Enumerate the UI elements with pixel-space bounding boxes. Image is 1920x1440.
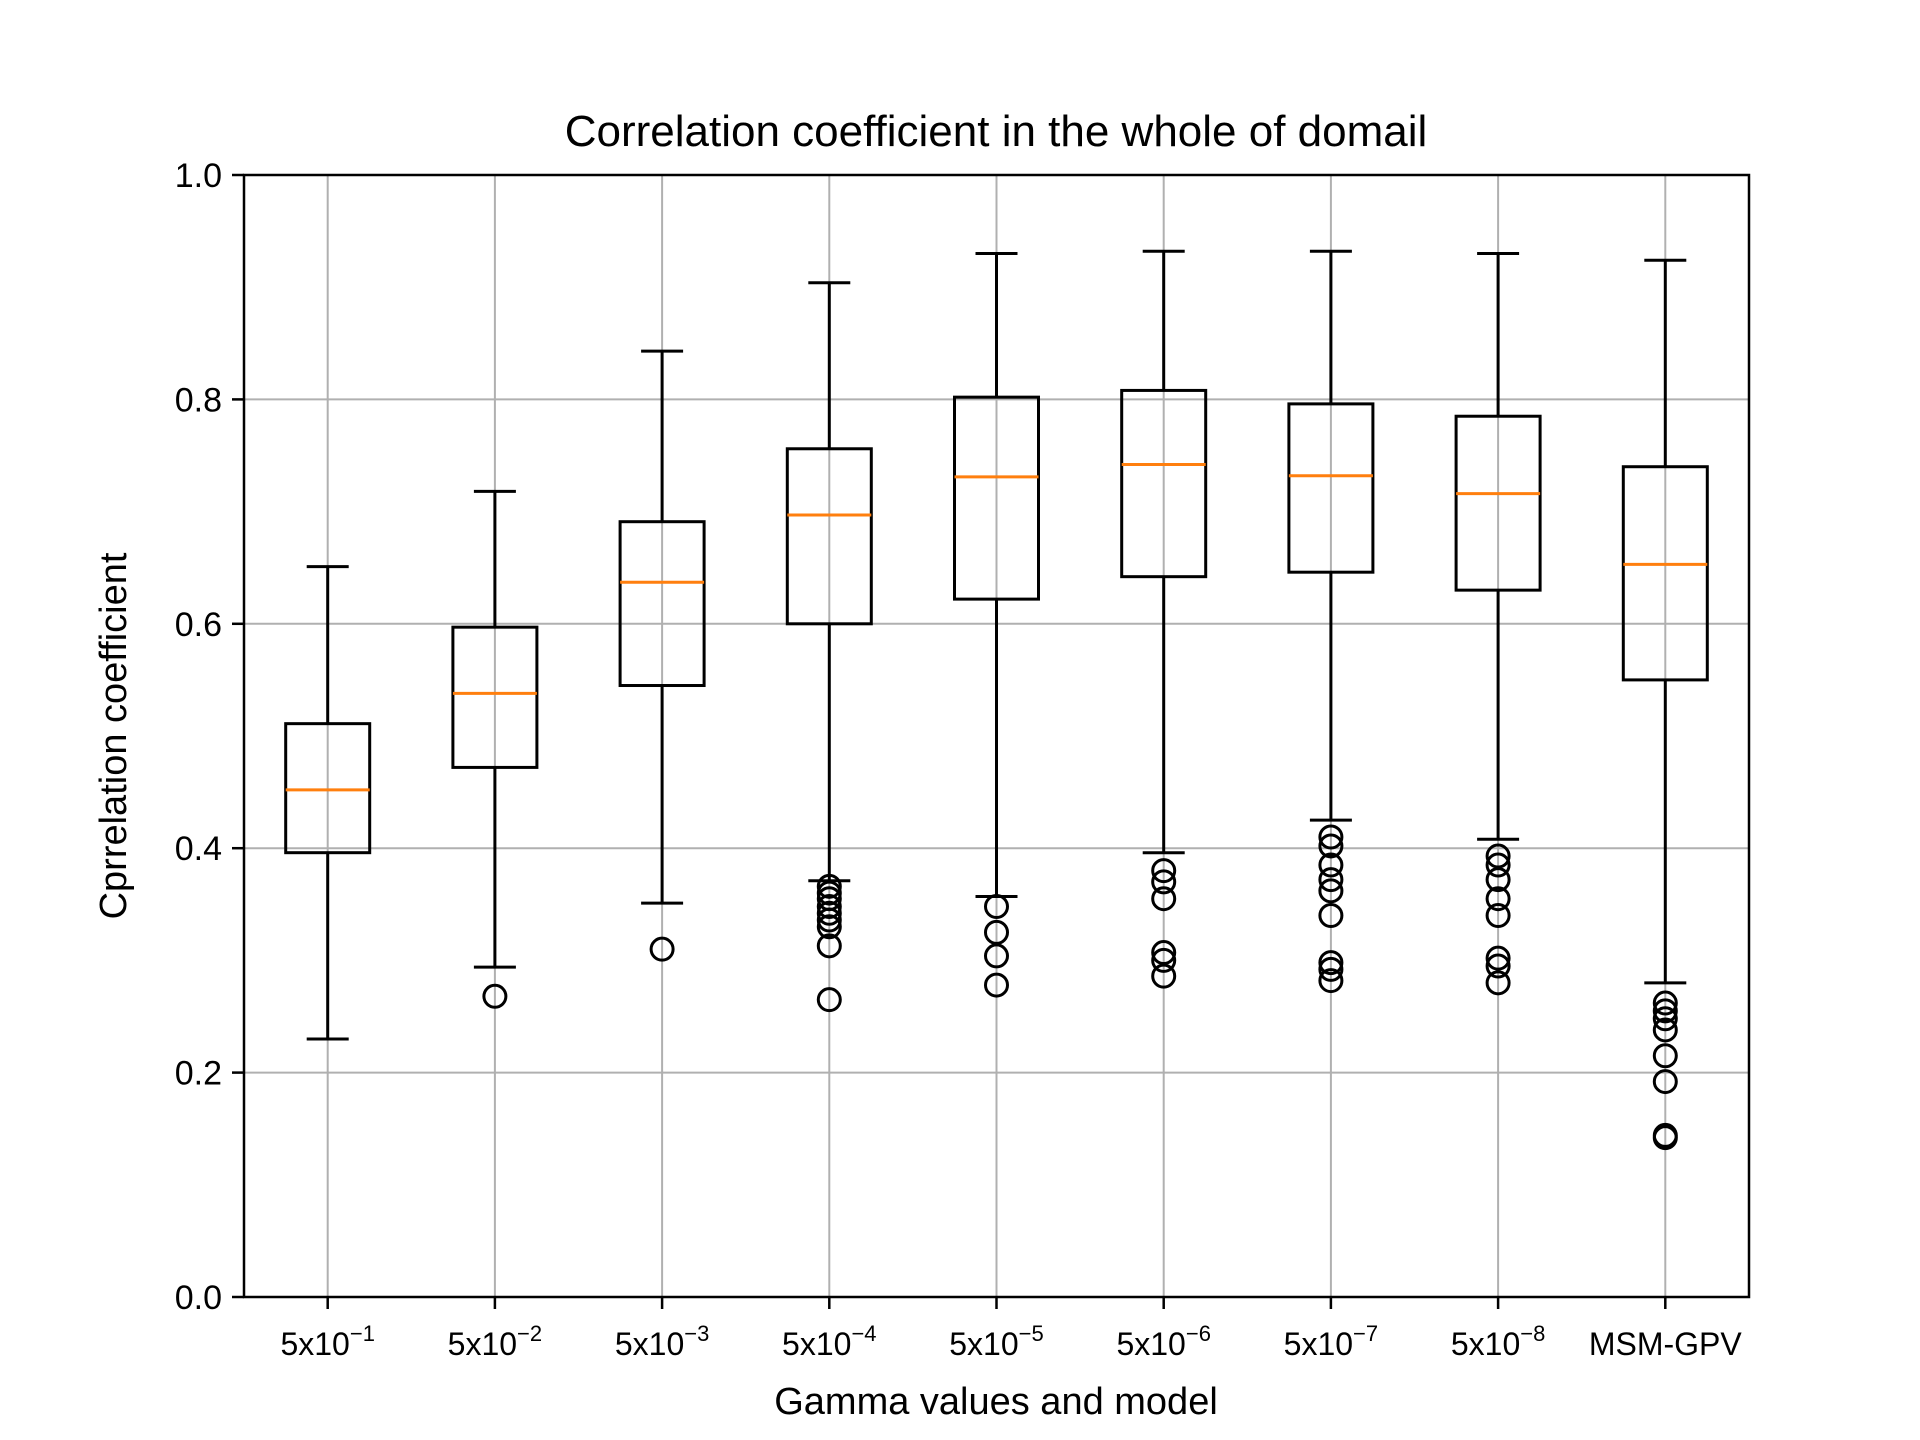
iqr-box <box>1621 465 1709 682</box>
chart-title: Correlation coefficient in the whole of … <box>565 107 1428 156</box>
y-tick-label: 1.0 <box>175 157 222 195</box>
x-tick-label: MSM-GPV <box>1589 1326 1743 1362</box>
x-tick-label: 5x10−8 <box>1451 1321 1545 1362</box>
outlier-point <box>816 933 842 959</box>
x-tick-label: 5x10−1 <box>280 1321 374 1362</box>
box-group <box>785 281 873 1013</box>
outlier-point <box>1318 950 1344 976</box>
y-tick-label: 0.8 <box>175 381 222 419</box>
outlier-point <box>1318 956 1344 982</box>
outlier-point <box>1652 990 1678 1016</box>
x-tick-label: 5x10−5 <box>949 1321 1043 1362</box>
outlier-point <box>1318 867 1344 893</box>
box-group <box>1287 249 1375 994</box>
outlier-point <box>1151 947 1177 973</box>
outlier-point <box>1485 886 1511 912</box>
outlier-point <box>1485 843 1511 869</box>
outlier-point <box>1485 852 1511 878</box>
box-group <box>618 349 706 962</box>
outlier-point <box>1318 903 1344 929</box>
outlier-point <box>1652 1006 1678 1032</box>
box-group <box>284 565 372 1041</box>
x-tick-label: 5x10−3 <box>615 1321 709 1362</box>
box-group <box>953 252 1040 998</box>
outlier-point <box>816 907 842 933</box>
tick-layer: 0.0 0.2 0.4 0.6 0.8 1.0 5x10−1 5x10−2 5x10−3 5x10… <box>175 157 1743 1362</box>
x-axis-label: Gamma values and model <box>774 1381 1218 1423</box>
outlier-point <box>1485 953 1511 979</box>
outlier-point <box>1652 1069 1678 1095</box>
box-group <box>1621 258 1709 1151</box>
outlier-point <box>984 943 1009 969</box>
outlier-point <box>816 873 842 899</box>
x-tick-label: 5x10−6 <box>1116 1321 1210 1362</box>
outlier-point <box>1485 903 1511 929</box>
outlier-point <box>816 900 842 926</box>
outlier-point <box>1151 940 1177 966</box>
outlier-point <box>984 972 1009 998</box>
iqr-box <box>785 447 873 626</box>
outlier-point <box>984 894 1009 920</box>
y-tick-label: 0.4 <box>175 830 222 868</box>
outlier-point <box>1151 869 1177 895</box>
iqr-box <box>1454 414 1542 592</box>
outlier-point <box>1318 833 1344 859</box>
box-layer <box>284 249 1709 1151</box>
y-tick-label: 0.0 <box>175 1279 222 1317</box>
outlier-point <box>816 987 842 1013</box>
x-tick-label: 5x10−7 <box>1284 1321 1378 1362</box>
x-tick-label: 5x10−4 <box>782 1321 876 1362</box>
outlier-point <box>816 914 842 940</box>
outlier-point <box>1652 1043 1678 1069</box>
outlier-point <box>1151 858 1177 884</box>
iqr-box <box>1120 388 1208 579</box>
y-axis-label: Cprrelation coefficient <box>93 552 135 919</box>
outlier-point <box>1652 998 1678 1024</box>
iqr-box <box>1287 402 1375 574</box>
box-group <box>1454 252 1542 996</box>
outlier-point <box>1151 886 1177 912</box>
iqr-box <box>451 625 539 769</box>
outlier-point <box>1485 867 1511 893</box>
outlier-point <box>482 983 508 1009</box>
outlier-point <box>1318 968 1344 994</box>
box-group <box>451 489 539 1009</box>
box-group <box>1120 249 1208 989</box>
outlier-point <box>649 936 675 962</box>
outlier-point <box>1318 878 1344 904</box>
iqr-box <box>618 520 706 688</box>
outlier-point <box>816 894 842 920</box>
outlier-point <box>1485 970 1511 996</box>
outlier-point <box>1318 824 1344 850</box>
outlier-point <box>1652 1125 1678 1151</box>
x-tick-label: 5x10−2 <box>448 1321 542 1362</box>
y-tick-label: 0.6 <box>175 606 222 644</box>
outlier-point <box>1151 963 1177 989</box>
iqr-box <box>284 722 372 855</box>
outlier-point <box>984 919 1009 945</box>
y-tick-label: 0.2 <box>175 1055 222 1093</box>
iqr-box <box>953 395 1040 601</box>
outlier-point <box>1485 945 1511 971</box>
outlier-point <box>1318 852 1344 878</box>
outlier-point <box>1652 1017 1678 1043</box>
